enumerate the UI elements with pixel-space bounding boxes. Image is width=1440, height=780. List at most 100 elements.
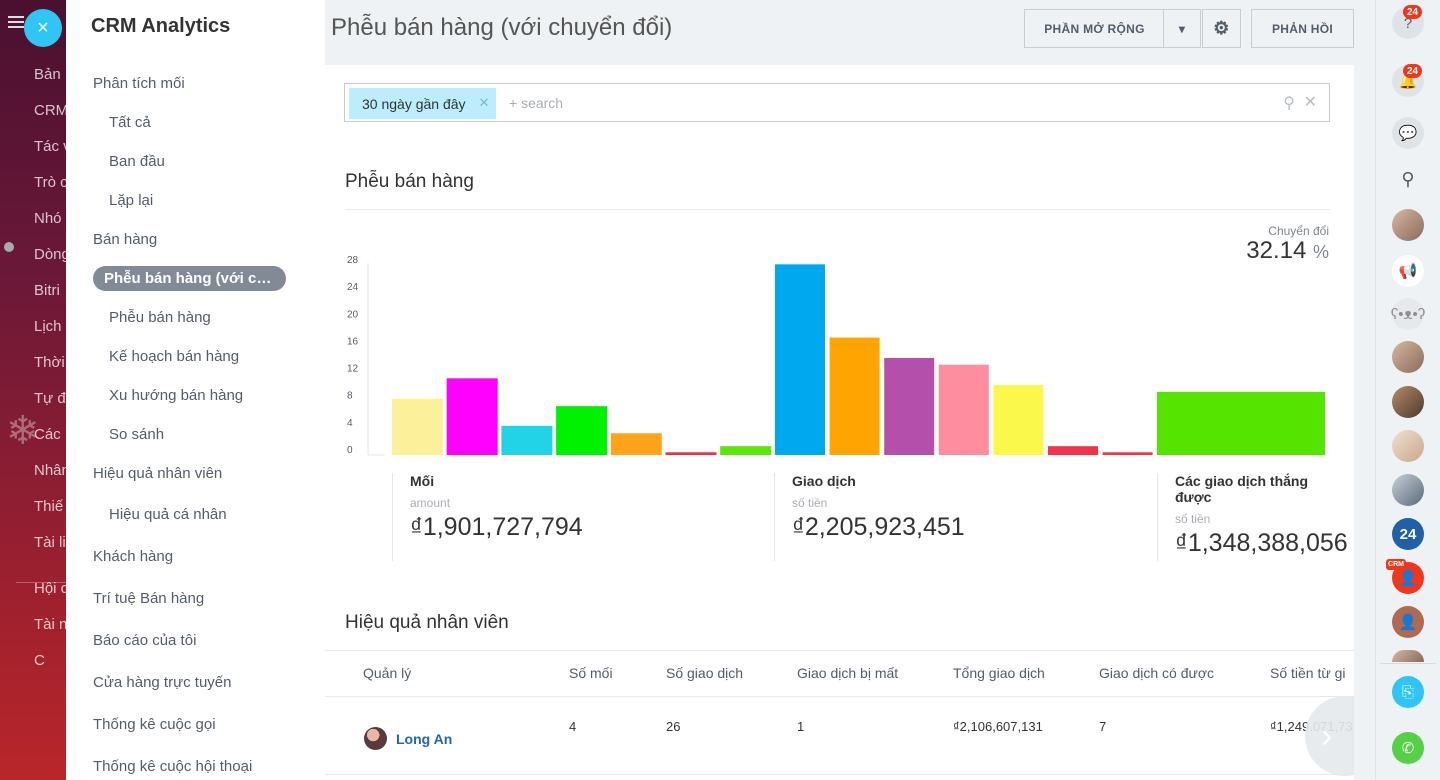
filter-search-input[interactable]: + search [509,95,564,111]
contact-avatar[interactable] [1392,386,1424,418]
funnel-bar[interactable] [993,385,1044,455]
y-tick-label: 0 [347,445,353,456]
search-icon[interactable]: ⚲ [1283,95,1295,112]
filter-bar[interactable]: 30 ngày gần đây ✕ + search ⚲ ✕ [344,83,1330,122]
funnel-bar[interactable] [775,264,825,455]
funnel-bar[interactable] [884,357,935,455]
sidebar-item[interactable]: Bán hàng [66,220,325,259]
contact-avatar[interactable] [1392,430,1424,462]
background-menu-item: CRM [34,102,66,119]
search-button[interactable]: ⚲ [1392,163,1424,195]
funnel-bar-chart: 0 4 8 12 16 20 24 28 [347,255,1325,456]
sidebar-item[interactable]: Phễu bán hàng [66,298,325,337]
metric-title: Các giao dịch thắng được [1175,473,1309,505]
sidebar-item-label: Thống kê cuộc hội thoại [93,757,253,775]
background-menu-item: Dòng [34,246,66,263]
sidebar-item-label: Cửa hàng trực tuyến [93,673,232,691]
extensions-button[interactable]: PHẦN MỞ RỘNG [1024,9,1164,48]
help-badge: 24 [1403,5,1422,19]
filter-chip[interactable]: 30 ngày gần đây ✕ [349,88,496,119]
funnel-bar[interactable] [610,433,662,455]
funnel-bar[interactable] [665,452,717,455]
background-menu-item: C [34,652,45,669]
settings-button[interactable]: ⚙ [1202,9,1241,48]
remove-filter-icon[interactable]: ✕ [478,95,490,110]
column-header[interactable]: Tổng giao dịch [953,665,1045,681]
close-slider-button[interactable]: × [24,9,62,47]
notifications-badge: 24 [1403,64,1422,78]
funnel-bar[interactable] [446,378,498,455]
sidebar-item[interactable]: Xu hướng bán hàng [66,376,325,415]
column-header[interactable]: Số giao dịch [666,665,744,681]
funnel-bar[interactable] [392,398,443,455]
sidebar-item[interactable]: Báo cáo của tôi [66,619,325,661]
chevron-right-icon: › [1321,716,1333,755]
sidebar-item[interactable]: Hiệu quả cá nhân [66,493,325,535]
column-header[interactable]: Quản lý [363,665,412,681]
contact-avatar[interactable] [1392,474,1424,506]
sidebar-item[interactable]: So sánh [66,415,325,454]
funnel-bar[interactable] [1048,446,1098,455]
sidebar-item[interactable]: Lặp lại [66,181,325,220]
funnel-bar[interactable] [938,364,989,455]
sidebar-item[interactable]: Thống kê cuộc gọi [66,703,325,745]
y-tick-label: 4 [347,418,353,429]
column-header[interactable]: Số mối [569,665,613,681]
contact-avatar-icon[interactable]: 👤 [1392,606,1424,638]
sidebar-item[interactable]: Khách hàng [66,535,325,577]
funnel-bar[interactable] [1102,452,1153,455]
toolbar-divider [1380,663,1436,664]
sidebar-item-label: Ban đầu [109,153,165,170]
funnel-bar[interactable] [556,406,608,455]
performance-table: Quản lý Số mối Số giao dịch Giao dịch bị… [325,650,1354,775]
column-header[interactable]: Số tiền từ gi [1270,665,1346,681]
sidebar-item-label: Trí tuệ Bán hàng [93,589,205,607]
table-header: Quản lý Số mối Số giao dịch Giao dịch bị… [325,650,1354,697]
table-cell: ₫2,106,607,131 [953,719,1043,734]
extensions-dropdown-button[interactable]: ▾ [1163,9,1201,48]
right-toolbar: ? 24 🔔 24 💬 ⚲ 📢 ʕ•ᴥ•ʔ 24 👤 CRM 👤 ⎘ ✆ [1375,0,1440,780]
contact-avatar[interactable] [1392,209,1424,241]
sidebar-item[interactable]: Trí tuệ Bán hàng [66,577,325,619]
clear-icon[interactable]: ✕ [1303,94,1317,111]
performance-section-title: Hiệu quả nhân viên [345,612,509,633]
sidebar-item[interactable]: Cửa hàng trực tuyến [66,661,325,703]
column-header[interactable]: Giao dịch bị mất [797,665,899,681]
funnel-bar[interactable] [501,425,553,455]
bitrix24-avatar[interactable]: 24 [1392,518,1424,550]
y-tick-label: 24 [347,282,359,293]
crm-tag: CRM [1386,559,1406,570]
column-header[interactable]: Giao dịch có được [1099,665,1215,681]
caret-down-icon: ▾ [1178,21,1186,36]
chat-icon: 💬 [1398,125,1418,142]
sidebar-item-label: Báo cáo của tôi [93,631,197,649]
sidebar-item[interactable]: Hiệu quả nhân viên [66,454,325,493]
sidebar-item[interactable]: Ban đầu [66,142,325,181]
sidebar-item[interactable]: Kế hoạch bán hàng [66,337,325,376]
feedback-button[interactable]: PHẢN HỒI [1251,9,1354,48]
sidebar-item[interactable]: Phân tích mối [66,64,325,103]
sidebar-item[interactable]: Thống kê cuộc hội thoại [66,745,325,780]
y-tick-label: 20 [347,309,359,320]
metric-title: Mối [410,473,435,489]
bear-avatar-icon[interactable]: ʕ•ᴥ•ʔ [1391,298,1425,330]
sidebar-nav: Phân tích mối Tất cả Ban đầu Lặp lại Bán hàn… [66,64,325,780]
megaphone-icon[interactable]: 📢 [1392,255,1424,287]
phone-icon[interactable]: ✆ [1392,732,1424,764]
sidebar-item[interactable]: Tất cả [66,103,325,142]
funnel-bar[interactable] [829,337,880,455]
chat-button[interactable]: 💬 [1392,117,1424,149]
contact-avatar[interactable] [1392,341,1424,373]
y-tick-label: 28 [347,255,359,266]
metric-leads: Mối amount ₫1,901,727,794 [392,473,583,561]
manager-name-link[interactable]: Long An [396,731,453,747]
contact-avatar[interactable] [1392,650,1424,662]
background-menu-item: Bitri [34,282,60,299]
open-channels-icon[interactable]: ⎘ [1392,676,1424,708]
sidebar-item[interactable]: Phễu bán hàng (với ch... [66,259,325,298]
funnel-bar[interactable] [720,446,772,455]
hamburger-menu-icon[interactable] [8,16,24,28]
funnel-bar[interactable] [1157,391,1325,455]
background-menu-item: Lịch [34,318,62,335]
report-content: 30 ngày gần đây ✕ + search ⚲ ✕ Phễu bán … [325,65,1354,780]
